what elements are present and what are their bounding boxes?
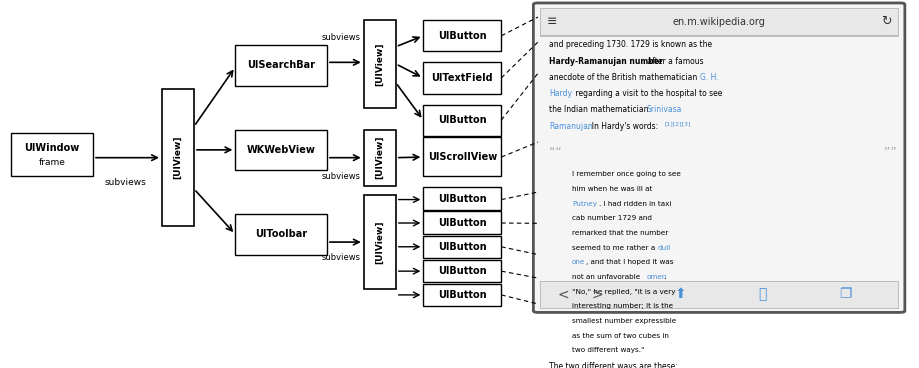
Text: anecdote of the British mathematician: anecdote of the British mathematician [549,73,698,82]
FancyBboxPatch shape [423,284,501,306]
Text: [1][2][3]: [1][2][3] [664,122,690,127]
FancyBboxPatch shape [423,137,501,176]
Text: and preceding 1730. 1729 is known as the: and preceding 1730. 1729 is known as the [549,40,711,49]
Text: subviews: subviews [321,253,360,262]
FancyBboxPatch shape [363,130,395,186]
Text: WKWebView: WKWebView [246,145,315,155]
Text: after a famous: after a famous [644,57,703,66]
Text: ⧉: ⧉ [757,287,766,301]
Text: UIButton: UIButton [437,115,486,125]
FancyBboxPatch shape [539,8,898,36]
Text: UIButton: UIButton [437,290,486,300]
Text: >: > [591,287,603,301]
Text: two different ways.": two different ways." [572,347,643,353]
Text: .: . [663,274,665,280]
Text: ⬆: ⬆ [674,287,686,301]
Text: G. H.: G. H. [699,73,718,82]
Text: subviews: subviews [321,33,360,42]
FancyBboxPatch shape [423,62,501,93]
Text: UIButton: UIButton [437,194,486,204]
FancyBboxPatch shape [423,236,501,258]
Text: <: < [557,287,569,301]
Text: subviews: subviews [104,178,146,187]
Text: UISearchBar: UISearchBar [247,60,315,70]
Text: him when he was ill at: him when he was ill at [572,186,652,192]
Text: UIButton: UIButton [437,31,486,41]
Text: ❐: ❐ [838,287,851,301]
Text: ””: ”” [883,146,895,159]
Text: UIButton: UIButton [437,266,486,276]
FancyBboxPatch shape [10,133,93,176]
Text: cab number 1729 and: cab number 1729 and [572,215,652,221]
FancyBboxPatch shape [235,45,326,86]
Text: [UIView]: [UIView] [375,136,384,180]
Text: UIWindow: UIWindow [24,143,79,153]
Text: Ramanujan: Ramanujan [549,122,592,131]
FancyBboxPatch shape [363,195,395,289]
Text: UIButton: UIButton [437,218,486,228]
Text: Srinivasa: Srinivasa [645,106,681,114]
FancyBboxPatch shape [235,214,326,255]
Text: as the sum of two cubes in: as the sum of two cubes in [572,333,668,339]
FancyBboxPatch shape [533,3,904,312]
Text: , and that I hoped it was: , and that I hoped it was [585,259,673,265]
Text: The two different ways are these:: The two different ways are these: [549,362,677,368]
Text: ≡: ≡ [546,15,556,28]
Text: . In Hardy's words:: . In Hardy's words: [587,122,658,131]
Text: smallest number expressible: smallest number expressible [572,318,675,324]
Text: UIButton: UIButton [437,242,486,252]
Text: subviews: subviews [321,172,360,181]
Text: [UIView]: [UIView] [375,220,384,264]
FancyBboxPatch shape [423,212,501,234]
Text: remarked that the number: remarked that the number [572,230,667,236]
Text: [UIView]: [UIView] [174,136,182,180]
Text: en.m.wikipedia.org: en.m.wikipedia.org [672,17,765,27]
FancyBboxPatch shape [423,187,501,210]
Text: regarding a visit to the hospital to see: regarding a visit to the hospital to see [573,89,721,98]
FancyBboxPatch shape [363,20,395,108]
FancyBboxPatch shape [423,259,501,282]
Text: UIToolbar: UIToolbar [255,229,307,239]
Text: seemed to me rather a: seemed to me rather a [572,245,657,251]
Text: ↻: ↻ [880,15,891,28]
Text: Hardy: Hardy [549,89,572,98]
FancyBboxPatch shape [162,89,194,226]
Text: . I had ridden in taxi: . I had ridden in taxi [598,201,670,206]
Text: one: one [572,259,584,265]
Text: Putney: Putney [572,201,596,206]
Text: not an unfavorable: not an unfavorable [572,274,641,280]
Text: ““: ““ [549,146,562,159]
Text: UIScrollView: UIScrollView [427,152,496,162]
Text: "No," he replied, "it is a very: "No," he replied, "it is a very [572,289,675,295]
Text: omen: omen [646,274,667,280]
Text: UITextField: UITextField [431,73,493,83]
Text: I remember once going to see: I remember once going to see [572,171,680,177]
FancyBboxPatch shape [235,130,326,170]
Text: interesting number; it is the: interesting number; it is the [572,303,673,309]
Text: Hardy-Ramanujan number: Hardy-Ramanujan number [549,57,662,66]
Text: the Indian mathematician: the Indian mathematician [549,106,650,114]
FancyBboxPatch shape [539,281,898,308]
Text: frame: frame [39,158,65,167]
Text: [UIView]: [UIView] [375,42,384,86]
FancyBboxPatch shape [423,20,501,52]
Text: dull: dull [657,245,671,251]
FancyBboxPatch shape [423,105,501,136]
